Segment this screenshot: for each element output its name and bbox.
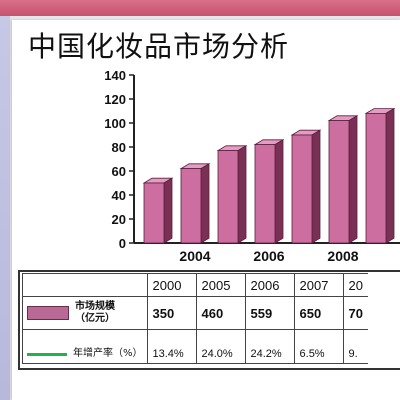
- row-label-line: 年增产率（%）: [73, 348, 143, 359]
- table-header-cell: 2000: [146, 273, 197, 297]
- y-tick-label: 60: [112, 164, 126, 179]
- y-tick-label: 0: [119, 236, 126, 251]
- bar-side-face: [311, 129, 321, 244]
- table-cell: 350: [146, 296, 197, 330]
- bar: [217, 150, 239, 244]
- line-legend-swatch: [27, 352, 67, 356]
- table-header-cell: 2005: [195, 273, 246, 297]
- row-label-line: （亿元）: [75, 313, 115, 324]
- table-header-row: 2000 2005 2006 2007 20: [22, 273, 368, 297]
- bar: [365, 113, 387, 244]
- table-cell: 650: [293, 296, 344, 330]
- table-cell: 13.4%: [146, 329, 197, 364]
- table-header-cell: 20: [342, 273, 368, 297]
- bar: [291, 134, 313, 244]
- bar-chart: 0 20 40 60 80 100 120 140 2004 2006 2008: [104, 68, 400, 264]
- table-header-cell: 2007: [293, 273, 344, 297]
- table-row-growth-rate: 年增产率（%） 13.4% 24.0% 24.2% 6.5% 9.: [22, 329, 368, 364]
- bar: [180, 168, 202, 244]
- y-tick-label: 140: [104, 68, 126, 83]
- bar: [328, 120, 350, 244]
- x-tick-label: 2004: [179, 248, 210, 264]
- x-tick-label: 2006: [253, 248, 284, 264]
- y-tick-label: 100: [104, 116, 126, 131]
- top-accent-band: [0, 0, 400, 16]
- bar-side-face: [274, 139, 284, 244]
- data-table: 2000 2005 2006 2007 20 市场规模 （亿元） 350 460…: [22, 273, 368, 364]
- table-corner-cell: [22, 273, 148, 297]
- x-tick-label: 2008: [327, 248, 358, 264]
- bar-side-face: [385, 107, 395, 244]
- y-tick-label: 40: [112, 188, 126, 203]
- row-label-market-size: 市场规模 （亿元）: [22, 296, 148, 330]
- bar-side-face: [237, 145, 247, 244]
- table-row-market-size: 市场规模 （亿元） 350 460 559 650 70: [22, 296, 368, 330]
- row-label-line: 市场规模: [75, 301, 115, 312]
- table-cell: 24.2%: [244, 329, 295, 364]
- left-rail: [0, 16, 10, 400]
- y-tick-label: 80: [112, 140, 126, 155]
- bar: [254, 144, 276, 244]
- table-cell: 460: [195, 296, 246, 330]
- table-cell: 6.5%: [293, 329, 344, 364]
- slide-title: 中国化妆品市场分析: [28, 30, 290, 63]
- y-tick-label: 20: [112, 212, 126, 227]
- table-cell: 9.: [342, 329, 368, 364]
- bar: [143, 182, 165, 244]
- table-cell: 70: [342, 296, 368, 330]
- bar-side-face: [348, 115, 358, 244]
- table-cell: 559: [244, 296, 295, 330]
- bar-side-face: [163, 177, 173, 244]
- bar-side-face: [200, 163, 210, 244]
- row-label-growth-rate: 年增产率（%）: [22, 329, 148, 364]
- bar-legend-swatch: [27, 306, 69, 320]
- y-tick-label: 120: [104, 92, 126, 107]
- table-cell: 24.0%: [195, 329, 246, 364]
- table-header-cell: 2006: [244, 273, 295, 297]
